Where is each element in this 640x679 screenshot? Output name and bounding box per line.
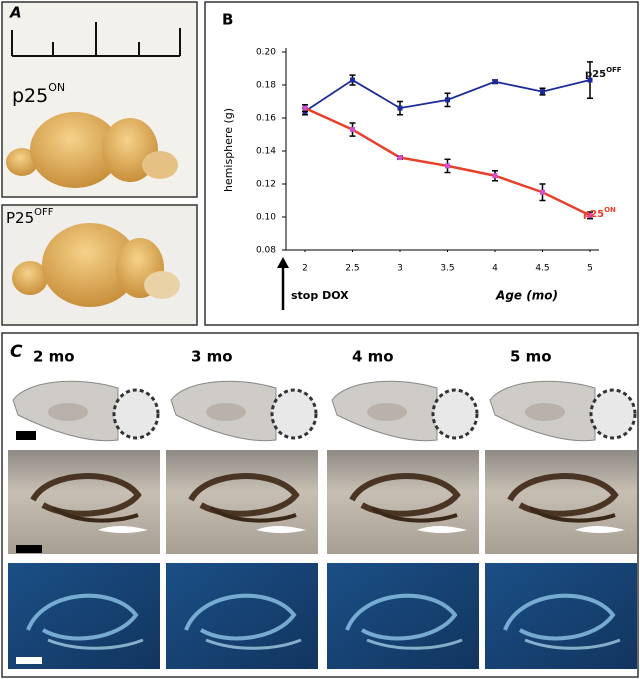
section-image	[431, 388, 479, 440]
y-tick-label: 0.14	[256, 147, 276, 157]
point	[350, 77, 355, 83]
y-tick-label: 0.08	[256, 246, 276, 256]
fluorescence-image	[47, 638, 144, 650]
fluorescence-image	[26, 593, 139, 641]
stain-image	[417, 526, 467, 533]
section-image	[206, 403, 246, 421]
column-label: 5 mo	[510, 348, 552, 366]
scale-bar	[16, 657, 42, 664]
point	[302, 105, 308, 111]
section-image	[367, 403, 407, 421]
label-base: P25	[6, 209, 34, 227]
label-base: p25	[583, 209, 604, 220]
x-tick-label: 5	[587, 264, 593, 274]
stain-image	[349, 473, 461, 517]
section-image	[270, 388, 318, 440]
y-tick-label: 0.20	[256, 48, 276, 58]
series-label: p25OFF	[585, 66, 622, 80]
stain-image	[327, 450, 479, 554]
stain-image	[8, 450, 160, 554]
scale-bar	[16, 431, 36, 440]
panel-label: B	[222, 11, 233, 29]
panel-a: A p25ON P25OFF	[1, 1, 198, 326]
series-label: p25ON	[583, 206, 616, 220]
label-sup: ON	[48, 81, 65, 94]
point	[587, 212, 593, 218]
stain-image	[507, 473, 619, 517]
y-tick-label: 0.10	[256, 213, 276, 223]
stain-image	[485, 450, 637, 554]
x-tick-label: 3	[397, 264, 403, 274]
arrow	[277, 257, 289, 310]
point	[540, 89, 545, 95]
genotype-label: p25ON	[12, 81, 65, 107]
stain-image	[370, 506, 458, 523]
stain-image	[188, 473, 300, 517]
point	[397, 105, 403, 111]
stain-image	[51, 506, 139, 523]
column-label: 2 mo	[33, 348, 75, 366]
x-tick-label: 3.5	[440, 264, 454, 274]
point	[445, 163, 450, 169]
brain-photo	[12, 223, 180, 307]
point	[540, 189, 545, 195]
stain-image	[166, 450, 318, 554]
fluorescence-image	[503, 593, 616, 641]
stain-image	[30, 473, 142, 517]
panel-c: C 2 mo 3 mo 4 mo 5 mo	[8, 342, 637, 669]
panel-label: C	[10, 342, 23, 362]
fluorescence-image	[205, 638, 302, 650]
stain-image	[98, 526, 148, 533]
label-base: p25	[585, 69, 606, 80]
label-sup: ON	[604, 206, 616, 214]
stain-image	[209, 506, 297, 523]
y-tick-label: 0.12	[256, 180, 276, 190]
stain-image	[256, 526, 306, 533]
ruler	[11, 22, 181, 57]
fluorescence-image	[184, 593, 297, 641]
y-axis-label: hemisphere (g)	[222, 108, 235, 192]
annotation: stop DOX	[291, 289, 349, 302]
x-tick-label: 4.5	[535, 264, 549, 274]
point	[492, 173, 498, 179]
label-sup: OFF	[34, 207, 54, 218]
fluorescence-image	[366, 638, 463, 650]
label-sup: OFF	[606, 66, 622, 74]
x-axis-label: Age (mo)	[495, 289, 558, 303]
panel-label: A	[9, 4, 22, 22]
x-tick-label: 2.5	[345, 264, 359, 274]
y-tick-label: 0.16	[256, 114, 276, 124]
x-tick-label: 4	[492, 264, 498, 274]
genotype-label: P25OFF	[6, 207, 54, 227]
point	[397, 155, 403, 161]
point	[350, 127, 355, 133]
section-image	[589, 388, 637, 440]
brain-photo	[6, 112, 178, 188]
stain-image	[528, 506, 616, 523]
chart-frame	[204, 1, 639, 326]
y-tick-label: 0.18	[256, 81, 276, 91]
section-image	[525, 403, 565, 421]
point	[492, 79, 498, 85]
stain-image	[575, 526, 625, 533]
point	[587, 77, 593, 83]
point	[445, 97, 450, 103]
section-image	[48, 403, 88, 421]
label-base: p25	[12, 85, 48, 107]
column-label: 3 mo	[191, 348, 233, 366]
column-label: 4 mo	[352, 348, 394, 366]
fluorescence-image	[524, 638, 621, 650]
section-image	[112, 388, 160, 440]
chart: B hemisphere (g) Age (mo) stop DOX 0.08 0…	[222, 11, 622, 310]
scale-bar	[16, 545, 42, 553]
fluorescence-image	[345, 593, 458, 641]
x-tick-label: 2	[302, 264, 308, 274]
